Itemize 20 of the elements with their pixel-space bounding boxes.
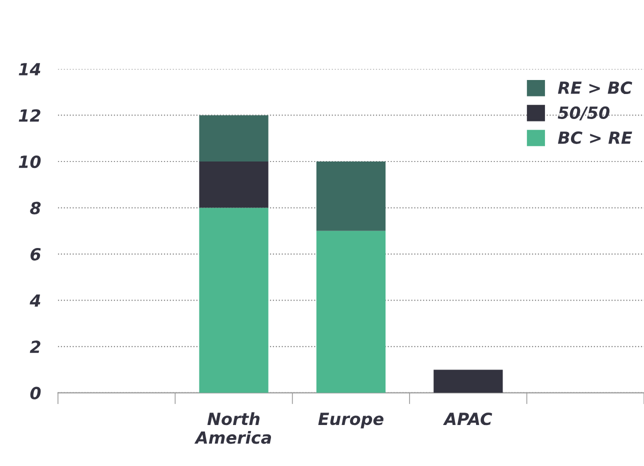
y-tick-label: 14 xyxy=(18,63,40,76)
legend-label: RE > BC xyxy=(558,81,632,94)
legend-label: 50/50 xyxy=(558,106,610,120)
x-tick-label: Europe xyxy=(318,412,384,428)
y-tick-label: 2 xyxy=(30,340,40,353)
bar xyxy=(316,162,386,231)
y-tick-label: 4 xyxy=(30,294,40,307)
bar xyxy=(199,208,268,393)
x-tick-label: North America xyxy=(194,412,272,444)
legend-label: BC > RE xyxy=(558,131,632,144)
y-tick-label: 6 xyxy=(30,248,41,261)
x-tick-label: APAC xyxy=(443,412,492,426)
y-tick-label: 12 xyxy=(18,109,40,122)
y-tick-label: 8 xyxy=(30,202,41,214)
y-tick-label: 10 xyxy=(18,155,41,168)
bar xyxy=(316,230,386,393)
y-tick-label: 0 xyxy=(30,386,41,400)
bar xyxy=(199,162,268,208)
bar xyxy=(199,115,268,162)
bar xyxy=(434,370,503,393)
